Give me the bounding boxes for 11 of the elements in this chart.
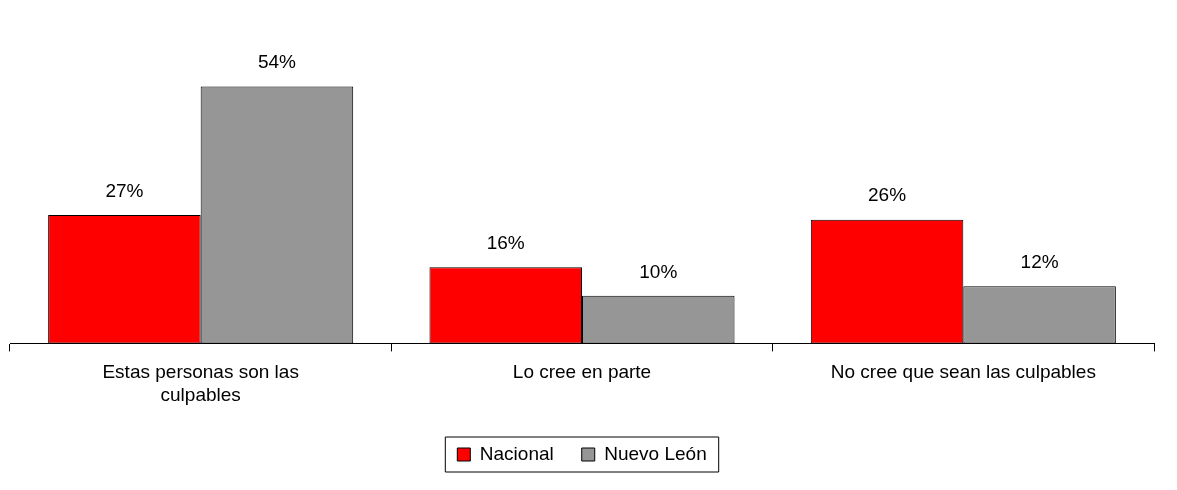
legend-label: Nacional <box>479 442 554 464</box>
data-label: 16% <box>486 232 525 254</box>
data-label: 26% <box>868 184 907 206</box>
x-tick-label: Lo cree en parte <box>512 361 652 383</box>
data-label: 27% <box>105 179 144 201</box>
x-tick-label: No cree que sean las culpables <box>830 361 1096 383</box>
legend-label: Nuevo León <box>604 442 707 464</box>
x-tick-label: Estas personas son las culpables <box>102 361 299 405</box>
data-label: 54% <box>257 51 297 73</box>
data-label: 10% <box>639 260 678 282</box>
data-label: 12% <box>1020 251 1059 273</box>
